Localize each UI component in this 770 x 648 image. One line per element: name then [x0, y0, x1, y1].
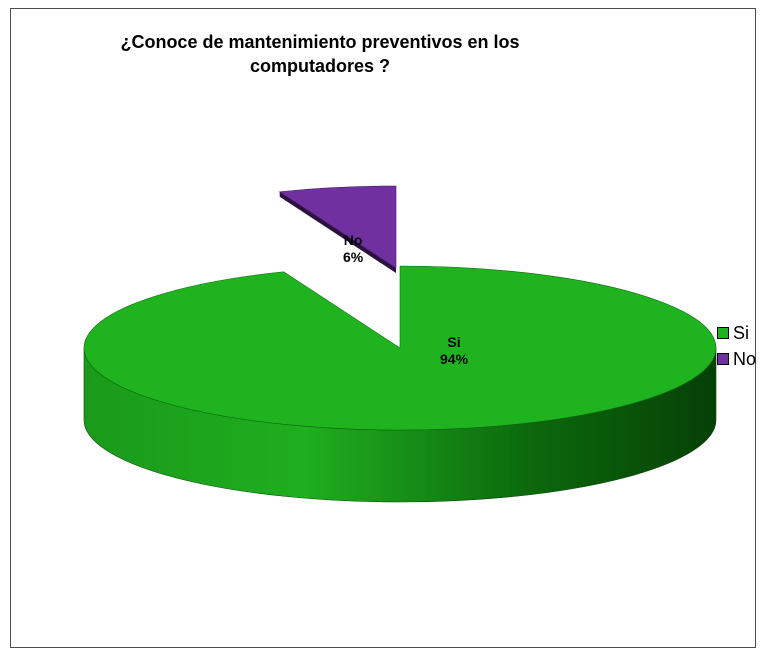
pie-chart: [83, 185, 717, 503]
legend-label-no: No: [733, 348, 757, 369]
slice-no-edge: [279, 191, 396, 273]
data-label-si: Si 94%: [440, 334, 468, 368]
slice-si: [83, 265, 717, 431]
legend-item-no: No: [717, 346, 756, 372]
chart-title-line-1: ¿Conoce de mantenimiento preventivos en …: [120, 32, 520, 52]
slice-no: [278, 185, 397, 269]
legend-label-si: Si: [733, 322, 750, 343]
chart-title: ¿Conoce de mantenimiento preventivos en …: [60, 30, 580, 78]
legend-swatch-no: [717, 353, 729, 365]
data-label-no-name: No: [343, 232, 363, 248]
legend-item-si: Si: [717, 320, 756, 346]
legend: Si No: [717, 320, 756, 372]
data-label-si-name: Si: [447, 334, 461, 350]
legend-swatch-si: [717, 327, 729, 339]
data-label-no-percent: 6%: [343, 249, 364, 265]
data-label-si-percent: 94%: [440, 351, 469, 367]
data-label-no: No 6%: [343, 232, 363, 266]
chart-title-line-2: computadores ?: [249, 56, 391, 76]
